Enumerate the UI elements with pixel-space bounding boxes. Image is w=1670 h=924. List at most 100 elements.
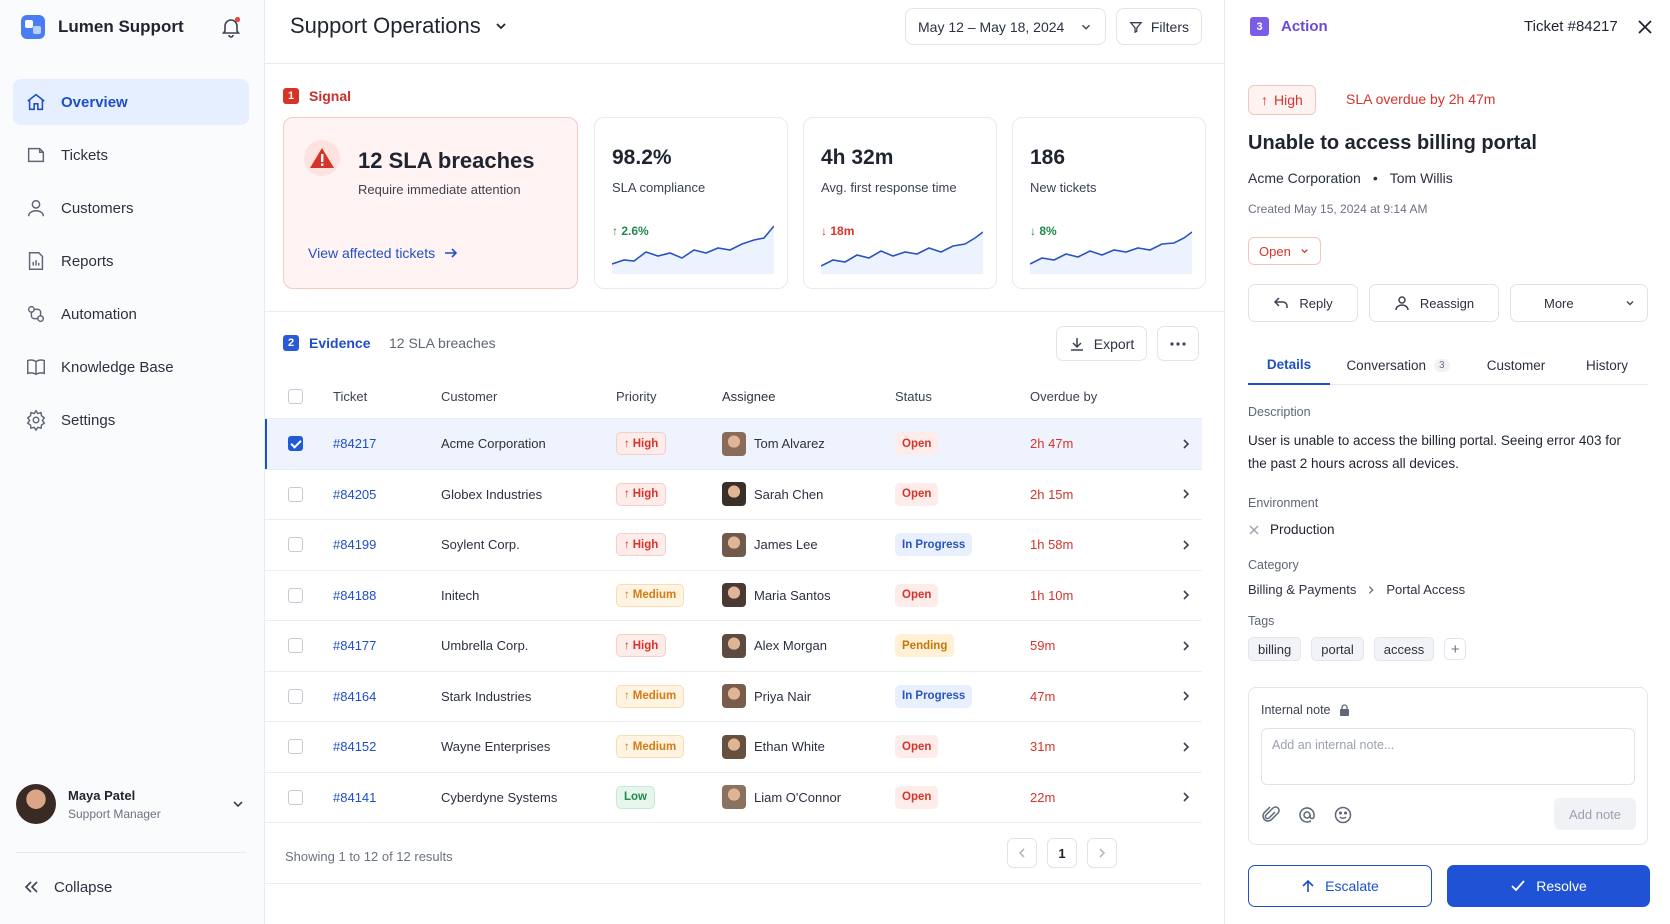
tab-conversation[interactable]: Conversation 3: [1330, 345, 1466, 385]
column-header[interactable]: Ticket: [333, 388, 368, 404]
ticket-link[interactable]: #84205: [333, 486, 377, 502]
reply-button[interactable]: Reply: [1248, 284, 1358, 322]
customer-cell: Cyberdyne Systems: [441, 789, 558, 805]
date-range-picker[interactable]: May 12 – May 18, 2024: [905, 8, 1106, 45]
reassign-button[interactable]: Reassign: [1369, 284, 1499, 322]
collapse-label: Collapse: [54, 878, 113, 896]
tag-chip[interactable]: access: [1373, 637, 1435, 661]
table-row[interactable]: #84164 Stark Industries ↑ Medium Priya Nair I…: [265, 672, 1202, 722]
table-row[interactable]: #84152 Wayne Enterprises ↑ Medium Ethan Whit…: [265, 722, 1202, 773]
ticket-link[interactable]: #84141: [333, 789, 377, 805]
sidebar-item-knowledge-base[interactable]: Knowledge Base: [13, 344, 249, 390]
category-child[interactable]: Portal Access: [1386, 582, 1466, 597]
sidebar-item-settings[interactable]: Settings: [13, 397, 249, 443]
chevron-right-icon[interactable]: [1180, 488, 1192, 500]
more-options-button[interactable]: [1157, 326, 1199, 361]
mention-icon[interactable]: [1297, 805, 1317, 825]
row-checkbox[interactable]: [288, 638, 303, 654]
notification-bell-icon[interactable]: [219, 15, 243, 39]
ticket-link[interactable]: #84152: [333, 739, 377, 755]
row-checkbox[interactable]: [288, 739, 303, 755]
escalate-button[interactable]: Escalate: [1248, 865, 1432, 907]
ticket-link[interactable]: #84177: [333, 638, 377, 654]
app-name: Lumen Support: [58, 17, 184, 36]
priority-badge: ↑ High: [616, 533, 667, 557]
sidebar-item-reports[interactable]: Reports: [13, 238, 249, 284]
ticket-link[interactable]: #84217: [333, 436, 377, 452]
page-number-button[interactable]: 1: [1047, 838, 1077, 868]
chevron-right-icon[interactable]: [1180, 539, 1192, 551]
ticket-link[interactable]: #84164: [333, 688, 377, 704]
sidebar-item-overview[interactable]: Overview: [13, 79, 249, 125]
status-dropdown[interactable]: Open: [1248, 237, 1321, 265]
chevron-right-icon[interactable]: [1180, 690, 1192, 702]
emoji-icon[interactable]: [1333, 805, 1353, 825]
conversation-count-badge: 3: [1433, 358, 1450, 372]
export-button[interactable]: Export: [1056, 326, 1147, 361]
row-checkbox[interactable]: [288, 688, 303, 704]
category-parent[interactable]: Billing & Payments: [1248, 582, 1357, 597]
tab-history[interactable]: History: [1585, 357, 1628, 373]
chevron-down-icon[interactable]: [230, 796, 246, 812]
attachment-icon[interactable]: [1261, 805, 1281, 825]
table-row[interactable]: #84141 Cyberdyne Systems Low Liam O'Connor O…: [265, 773, 1202, 823]
automation-icon: [27, 305, 45, 323]
collapse-button[interactable]: Collapse: [22, 878, 112, 896]
table-row[interactable]: #84205 Globex Industries ↑ High Sarah Chen Op…: [265, 470, 1202, 520]
more-actions-dropdown[interactable]: More: [1510, 284, 1648, 322]
user-profile[interactable]: Maya Patel Support Manager: [16, 784, 246, 824]
add-note-button[interactable]: Add note: [1554, 798, 1636, 830]
close-icon[interactable]: [1635, 17, 1655, 37]
row-checkbox[interactable]: [288, 537, 303, 553]
category-breadcrumb: Billing & Payments Portal Access: [1248, 582, 1465, 597]
tab-customer[interactable]: Customer: [1486, 357, 1546, 373]
chevron-right-icon[interactable]: [1180, 589, 1192, 601]
page-title-dropdown[interactable]: Support Operations: [290, 13, 509, 39]
filters-label: Filters: [1150, 18, 1189, 35]
add-tag-button[interactable]: +: [1444, 638, 1467, 660]
column-header[interactable]: Customer: [441, 388, 498, 404]
filters-button[interactable]: Filters: [1116, 8, 1202, 45]
status-badge: In Progress: [895, 533, 973, 557]
tab-details[interactable]: Details: [1248, 345, 1330, 385]
chevron-right-icon[interactable]: [1180, 438, 1192, 450]
sla-overdue-text: SLA overdue by 2h 47m: [1346, 91, 1496, 107]
chevron-right-icon[interactable]: [1180, 640, 1192, 652]
row-checkbox[interactable]: [288, 789, 303, 805]
select-all-checkbox[interactable]: [288, 388, 303, 404]
view-affected-tickets-link[interactable]: View affected tickets: [308, 245, 459, 261]
table-row[interactable]: #84177 Umbrella Corp. ↑ High Alex Morgan Pend…: [265, 621, 1202, 672]
column-header[interactable]: Priority: [616, 388, 657, 404]
tag-chip[interactable]: billing: [1248, 637, 1302, 661]
company-name[interactable]: Acme Corporation: [1248, 170, 1361, 186]
chevron-right-icon[interactable]: [1180, 791, 1192, 803]
arrow-up-icon: ↑: [624, 488, 630, 501]
metric-card-new-tickets: 186 New tickets ↓ 8%: [1012, 117, 1206, 289]
sidebar-item-label: Overview: [61, 93, 128, 111]
brand[interactable]: Lumen Support: [20, 14, 184, 40]
column-header[interactable]: Assignee: [722, 388, 776, 404]
double-chevron-left-icon: [24, 881, 38, 893]
ticket-link[interactable]: #84199: [333, 537, 377, 553]
sidebar-item-customers[interactable]: Customers: [13, 185, 249, 231]
sidebar-item-tickets[interactable]: Tickets: [13, 132, 249, 178]
prev-page-button[interactable]: [1007, 838, 1037, 868]
resolve-button[interactable]: Resolve: [1447, 865, 1650, 907]
row-checkbox[interactable]: [288, 587, 303, 603]
created-timestamp: Created May 15, 2024 at 9:14 AM: [1248, 202, 1428, 216]
tag-chip[interactable]: portal: [1311, 637, 1364, 661]
chevron-right-icon[interactable]: [1180, 741, 1192, 753]
sparkline-chart: [1030, 231, 1192, 274]
internal-note-input[interactable]: [1261, 728, 1635, 785]
column-header[interactable]: Status: [895, 388, 932, 404]
requester-name[interactable]: Tom Willis: [1389, 170, 1453, 186]
row-checkbox[interactable]: [288, 486, 303, 502]
sidebar-item-automation[interactable]: Automation: [13, 291, 249, 337]
table-row[interactable]: #84188 Initech ↑ Medium Maria Santos Open 1h 1…: [265, 571, 1202, 621]
column-header[interactable]: Overdue by: [1030, 388, 1098, 404]
next-page-button[interactable]: [1087, 838, 1117, 868]
row-checkbox[interactable]: [288, 436, 303, 452]
table-row[interactable]: #84199 Soylent Corp. ↑ High James Lee In Prog…: [265, 520, 1202, 571]
ticket-link[interactable]: #84188: [333, 587, 377, 603]
table-row[interactable]: #84217 Acme Corporation ↑ High Tom Alvarez Op…: [265, 419, 1202, 470]
